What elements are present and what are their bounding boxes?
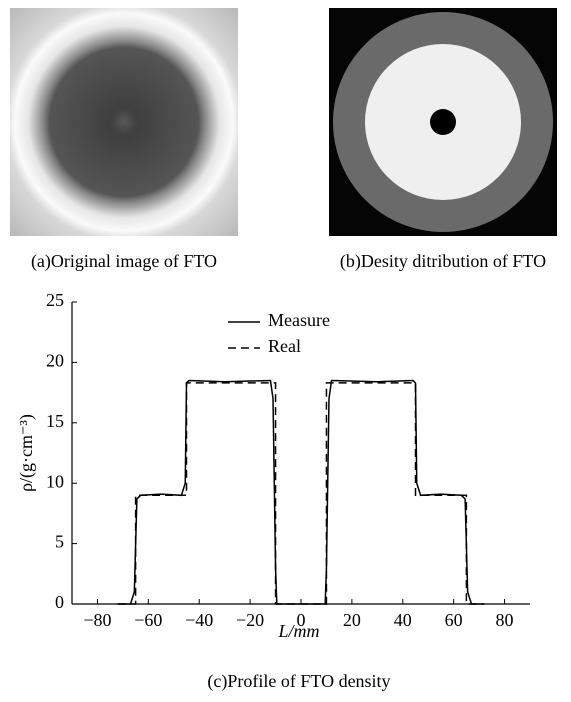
figure: (a)Original image of FTO (b)Desity ditri… <box>0 0 571 697</box>
y-tick-label: 0 <box>55 592 64 612</box>
image-a <box>10 8 238 236</box>
x-tick-label: −20 <box>236 610 264 630</box>
x-tick-label: −60 <box>134 610 162 630</box>
x-tick-label: 80 <box>496 610 514 630</box>
x-tick-label: 20 <box>343 610 361 630</box>
legend-label: Measure <box>268 310 330 330</box>
image-b <box>329 8 557 236</box>
y-tick-label: 5 <box>55 532 64 552</box>
y-tick-label: 25 <box>46 290 64 310</box>
x-tick-label: −40 <box>185 610 213 630</box>
x-tick-label: 60 <box>445 610 463 630</box>
data-line <box>118 381 484 604</box>
x-tick-label: 40 <box>394 610 412 630</box>
y-axis-label: ρ/(g·cm⁻³) <box>16 414 37 492</box>
y-tick-label: 10 <box>46 471 64 491</box>
data-line <box>118 383 484 604</box>
y-tick-label: 20 <box>46 351 64 371</box>
caption: (a)Original image of FTO <box>31 251 217 272</box>
legend-label: Real <box>268 336 301 356</box>
x-tick-label: −80 <box>83 610 111 630</box>
caption: (b)Desity ditribution of FTO <box>340 251 546 272</box>
chart-title: (c)Profile of FTO density <box>207 671 390 692</box>
y-tick-label: 15 <box>46 411 64 431</box>
x-tick-label: 0 <box>297 610 306 630</box>
